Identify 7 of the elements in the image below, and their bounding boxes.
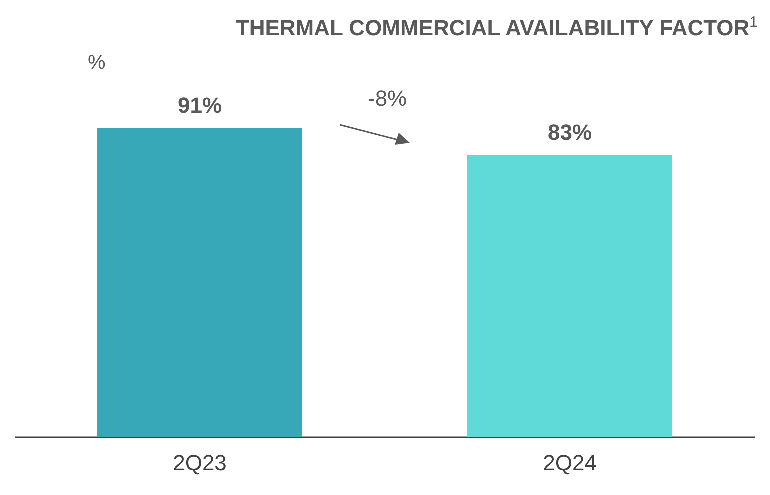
data-label: 83% — [548, 120, 592, 146]
x-tick-label: 2Q23 — [173, 450, 227, 476]
text: -8% — [368, 86, 408, 112]
y-axis-title: % — [88, 52, 106, 75]
chart-title: THERMAL COMMERCIAL AVAILABILITY FACTOR$^{1}$ — [236, 14, 758, 42]
data-label: 91% — [178, 93, 222, 118]
x-tick-label: 2Q24 — [543, 450, 597, 476]
